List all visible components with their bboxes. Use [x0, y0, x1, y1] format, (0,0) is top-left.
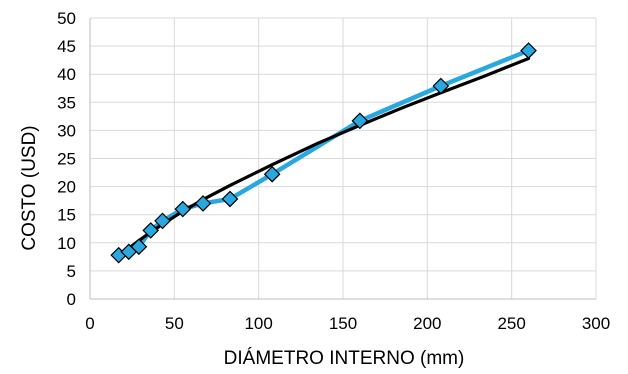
data-point-marker [194, 195, 212, 212]
axes [89, 18, 596, 300]
y-tick-label: 15 [57, 206, 76, 225]
data-point-marker [130, 238, 148, 256]
tick-labels: 0 5 10 15 20 25 30 35 40 45 50 0 50 100 150 200 250 300 [57, 9, 610, 333]
data-point-marker [263, 165, 281, 183]
y-tick-label: 40 [57, 65, 76, 84]
y-tick-label: 10 [57, 234, 76, 253]
data-point-marker [142, 222, 160, 239]
data-point-marker [174, 200, 192, 218]
x-tick-label: 150 [329, 314, 357, 333]
x-axis-title: DIÁMETRO INTERNO (mm) [224, 348, 465, 369]
data-series [110, 42, 537, 264]
data-point-marker [432, 77, 450, 95]
x-tick-label: 300 [582, 314, 610, 333]
x-tick-label: 200 [413, 314, 441, 333]
y-tick-label: 0 [67, 290, 76, 309]
x-tick-label: 100 [244, 314, 272, 333]
data-point-marker [351, 112, 369, 130]
data-point-marker [520, 42, 537, 59]
y-tick-label: 50 [57, 9, 76, 28]
y-axis-title: COSTO (USD) [19, 125, 40, 250]
y-tick-label: 30 [57, 121, 76, 140]
x-tick-label: 250 [497, 314, 525, 333]
x-tick-label: 0 [85, 314, 94, 333]
series-line-2 [117, 56, 531, 258]
x-tick-label: 50 [165, 314, 184, 333]
y-tick-label: 25 [57, 150, 76, 169]
data-point-marker [154, 212, 171, 230]
y-tick-label: 45 [57, 37, 76, 56]
y-tick-label: 5 [67, 262, 76, 281]
data-point-marker [221, 190, 239, 208]
y-tick-label: 35 [57, 93, 76, 112]
y-tick-label: 20 [57, 178, 76, 197]
